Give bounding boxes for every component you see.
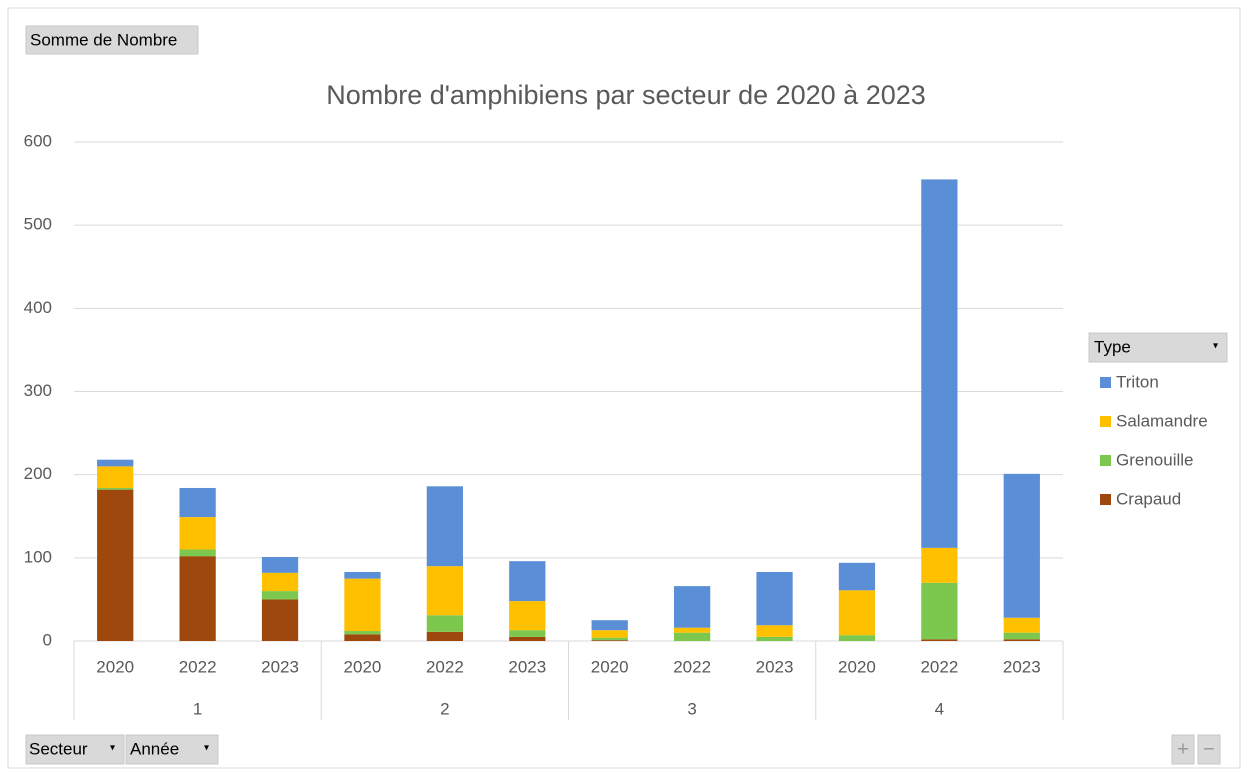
- legend-label: Crapaud: [1116, 489, 1181, 508]
- y-tick-label: 400: [24, 298, 52, 317]
- y-tick-label: 200: [24, 464, 52, 483]
- bar-segment: [426, 631, 464, 641]
- axis-field-button[interactable]: [25, 734, 125, 765]
- group-label: 3: [687, 699, 696, 718]
- bar-segment: [1003, 632, 1040, 640]
- zoom-in: +: [1177, 738, 1189, 760]
- legend-label: Salamandre: [1116, 411, 1208, 430]
- dropdown-arrow: ▾: [1213, 341, 1218, 352]
- bar-segment: [97, 489, 134, 641]
- bar-segment: [921, 639, 958, 641]
- bar-segment: [921, 179, 958, 548]
- bar-segment: [344, 631, 381, 635]
- bar-segment: [179, 487, 216, 518]
- legend-title: Type: [1094, 337, 1131, 356]
- x-tick-label: 2022: [179, 657, 217, 676]
- y-tick-label: 300: [24, 381, 52, 400]
- bar-segment: [591, 620, 628, 631]
- zoom-out: −: [1203, 738, 1215, 760]
- legend-swatch: [1100, 416, 1111, 427]
- x-tick-label: 2022: [426, 657, 464, 676]
- bar-segment: [426, 615, 464, 632]
- bar-segment: [756, 571, 793, 626]
- value-field-label: Somme de Nombre: [30, 30, 177, 49]
- x-tick-label: 2020: [344, 657, 382, 676]
- bar-segment: [591, 630, 628, 638]
- zoom-in-button[interactable]: [1171, 734, 1195, 765]
- x-tick-label: 2023: [1003, 657, 1041, 676]
- x-tick-label: 2020: [96, 657, 134, 676]
- bar-segment: [1003, 639, 1040, 641]
- x-tick-label: 2022: [920, 657, 958, 676]
- dropdown-arrow: ▾: [204, 743, 209, 754]
- legend-field-button[interactable]: [1088, 332, 1228, 363]
- legend-label: Grenouille: [1116, 450, 1194, 469]
- bar-segment: [344, 571, 381, 579]
- group-label: 1: [193, 699, 202, 718]
- chart-title: Nombre d'amphibiens par secteur de 2020 …: [326, 80, 926, 110]
- bar-segment: [591, 640, 628, 641]
- legend-label: Triton: [1116, 372, 1159, 391]
- bar-segment: [179, 517, 216, 550]
- bar-segment: [97, 487, 134, 490]
- legend-swatch: [1100, 455, 1111, 466]
- bar-segment: [344, 578, 381, 632]
- x-tick-label: 2022: [673, 657, 711, 676]
- bar-segment: [1003, 617, 1040, 633]
- x-tick-label: 2020: [838, 657, 876, 676]
- bar-segment: [921, 582, 958, 640]
- x-tick-label: 2023: [756, 657, 794, 676]
- bar-segment: [179, 549, 216, 557]
- bar-segment: [97, 466, 134, 488]
- bar-segment: [838, 590, 876, 636]
- bar-segment: [756, 625, 793, 637]
- bar-segment: [509, 636, 546, 641]
- bar-segment: [673, 627, 711, 633]
- bar-segment: [591, 637, 628, 641]
- x-tick-label: 2023: [508, 657, 546, 676]
- chart-frame: [7, 7, 1241, 769]
- bar-segment: [261, 591, 299, 600]
- y-tick-label: 0: [43, 630, 52, 649]
- bar-segment: [509, 630, 546, 637]
- group-label: 4: [935, 699, 944, 718]
- bar-segment: [509, 601, 546, 631]
- bar-segment: [179, 556, 216, 641]
- bar-segment: [261, 599, 299, 641]
- group-label: 2: [440, 699, 449, 718]
- y-tick-label: 100: [24, 547, 52, 566]
- axis-field-label: Secteur: [29, 739, 88, 758]
- bar-segment: [344, 634, 381, 641]
- axis-field-button[interactable]: [125, 734, 219, 765]
- bar-segment: [261, 557, 299, 573]
- legend-swatch: [1100, 377, 1111, 388]
- bar-segment: [426, 486, 464, 567]
- zoom-out-button[interactable]: [1197, 734, 1221, 765]
- x-tick-label: 2023: [261, 657, 299, 676]
- bar-segment: [673, 632, 711, 641]
- y-tick-label: 500: [24, 215, 52, 234]
- dropdown-arrow: ▾: [110, 743, 115, 754]
- bar-segment: [673, 586, 711, 628]
- x-tick-label: 2020: [591, 657, 629, 676]
- value-field-button[interactable]: [25, 25, 199, 55]
- bar-segment: [838, 635, 876, 641]
- bar-segment: [426, 566, 464, 616]
- bar-segment: [921, 547, 958, 583]
- axis-field-label: Année: [130, 739, 179, 758]
- bar-segment: [97, 459, 134, 467]
- bar-segment: [1003, 473, 1040, 618]
- legend-swatch: [1100, 494, 1111, 505]
- bar-segment: [756, 636, 793, 641]
- bar-segment: [509, 561, 546, 602]
- bar-segment: [261, 572, 299, 592]
- y-tick-label: 600: [24, 131, 52, 150]
- bar-segment: [838, 562, 876, 591]
